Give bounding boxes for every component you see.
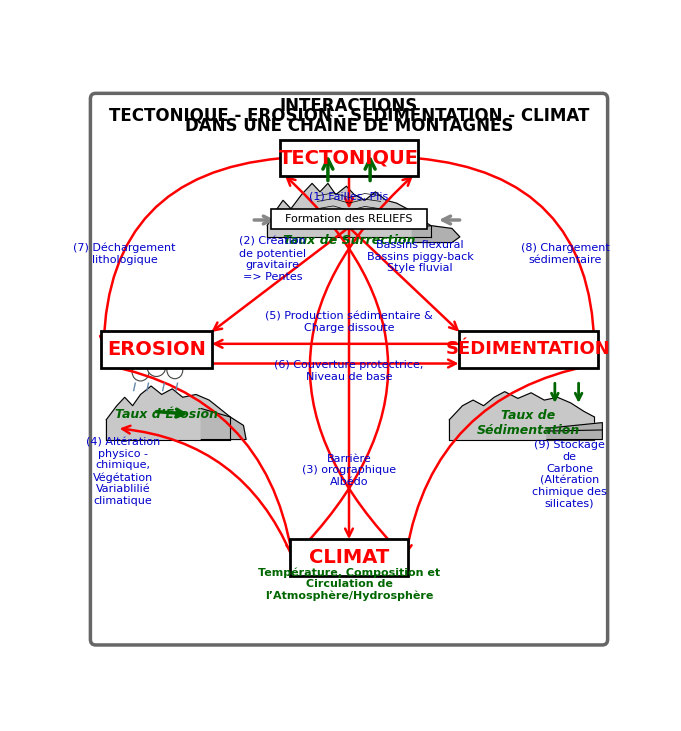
FancyArrowPatch shape	[404, 366, 592, 552]
Text: Taux d’Érosion: Taux d’Érosion	[116, 408, 219, 420]
Circle shape	[147, 356, 166, 376]
Circle shape	[167, 362, 183, 379]
Text: (5) Production sédimentaire &
Charge dissoute: (5) Production sédimentaire & Charge dis…	[265, 311, 433, 333]
FancyBboxPatch shape	[458, 331, 599, 368]
FancyBboxPatch shape	[289, 539, 409, 576]
Circle shape	[132, 363, 149, 381]
Text: CLIMAT: CLIMAT	[309, 548, 389, 567]
Text: Bassins flexural
Bassins piggy-back
Style fluvial: Bassins flexural Bassins piggy-back Styl…	[367, 240, 474, 273]
Text: Température, Composition et
Circulation de
l’Atmosphère/Hydrosphère: Température, Composition et Circulation …	[258, 567, 440, 602]
FancyArrowPatch shape	[123, 425, 291, 555]
Text: TECTONIQUE - EROSION - SEDIMENTATION - CLIMAT: TECTONIQUE - EROSION - SEDIMENTATION - C…	[109, 107, 589, 125]
FancyArrowPatch shape	[287, 178, 388, 556]
Polygon shape	[202, 409, 246, 439]
FancyArrowPatch shape	[106, 366, 294, 552]
Text: DANS UNE CHAÎNE DE MONTAGNES: DANS UNE CHAÎNE DE MONTAGNES	[185, 117, 513, 135]
Polygon shape	[547, 423, 602, 439]
Text: Formation des RELIEFS: Formation des RELIEFS	[285, 214, 413, 224]
Text: (6) Couverture protectrice,
Niveau de base: (6) Couverture protectrice, Niveau de ba…	[274, 360, 424, 382]
Text: (8) Chargement
sédimentaire: (8) Chargement sédimentaire	[521, 243, 609, 265]
FancyArrowPatch shape	[310, 178, 411, 556]
Text: (7) Déchargement
lithologique: (7) Déchargement lithologique	[74, 243, 176, 265]
FancyBboxPatch shape	[91, 94, 607, 645]
Polygon shape	[412, 226, 460, 243]
Text: INTERACTIONS: INTERACTIONS	[280, 96, 418, 115]
Text: SÉDIMENTATION: SÉDIMENTATION	[446, 341, 611, 358]
Text: (2) Création
de potentiel
gravitaire
=> Pentes: (2) Création de potentiel gravitaire => …	[239, 237, 306, 281]
Polygon shape	[267, 183, 431, 237]
Text: (1) Failles, Plis: (1) Failles, Plis	[309, 192, 389, 202]
Text: Taux de
Sédimentation: Taux de Sédimentation	[477, 409, 580, 436]
Text: (9) Stockage
de
Carbone
(Altération
chimique des
silicates): (9) Stockage de Carbone (Altération chim…	[533, 440, 607, 509]
FancyBboxPatch shape	[271, 209, 427, 229]
Polygon shape	[106, 386, 230, 439]
Text: Taux de Surrection: Taux de Surrection	[283, 235, 415, 247]
FancyArrowPatch shape	[100, 159, 281, 344]
Text: TECTONIQUE: TECTONIQUE	[279, 148, 419, 167]
FancyArrowPatch shape	[417, 159, 598, 344]
Text: Barrière
(3) orographique
Albédo: Barrière (3) orographique Albédo	[302, 454, 396, 487]
Text: (4) Altération
physico -
chimique,
Végétation
Variablilié
climatique: (4) Altération physico - chimique, Végét…	[86, 437, 160, 506]
FancyBboxPatch shape	[281, 140, 417, 176]
Text: EROSION: EROSION	[107, 340, 206, 359]
FancyBboxPatch shape	[101, 331, 212, 368]
Polygon shape	[449, 392, 595, 439]
